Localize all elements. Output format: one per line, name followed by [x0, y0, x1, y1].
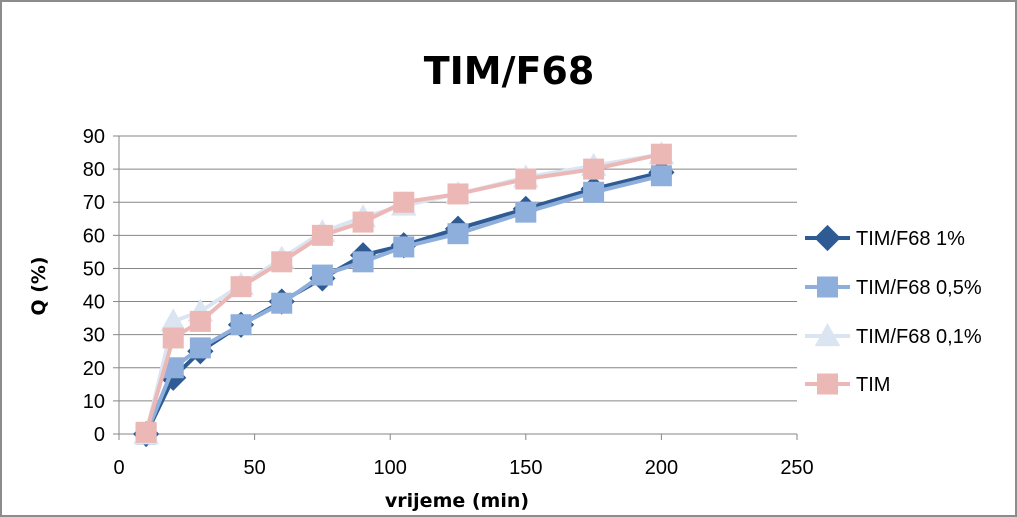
series-2 — [135, 165, 672, 445]
x-tick-label: 50 — [243, 457, 265, 479]
legend-label: TIM — [856, 374, 890, 396]
data-point — [515, 201, 537, 223]
data-point — [583, 181, 605, 203]
y-tick-label: 40 — [83, 292, 105, 314]
chart-title: TIM/F68 — [424, 49, 595, 93]
legend-marker — [817, 373, 838, 395]
data-point — [311, 224, 333, 246]
y-axis-label: Q (%) — [28, 256, 50, 315]
data-point — [650, 165, 672, 187]
y-tick-label: 90 — [83, 126, 105, 148]
x-tick-label: 250 — [780, 457, 813, 479]
data-point — [271, 292, 293, 314]
data-point — [271, 251, 293, 273]
data-point — [583, 158, 605, 180]
legend: TIM/F68 1% TIM/F68 0,5% TIM/F68 0,1% TIM — [805, 224, 982, 396]
data-point — [352, 211, 374, 233]
y-tick-label: 80 — [83, 159, 105, 181]
data-point — [393, 191, 415, 213]
legend-label: TIM/F68 0,5% — [856, 277, 982, 299]
x-tick-label: 0 — [113, 457, 124, 479]
x-tick-label: 100 — [374, 457, 407, 479]
y-tick-label: 50 — [83, 258, 105, 280]
series-4 — [135, 143, 672, 443]
grid-layer — [119, 135, 797, 402]
y-tick-label: 0 — [94, 424, 105, 446]
data-point — [311, 264, 333, 286]
data-point — [352, 251, 374, 273]
data-point — [189, 337, 211, 359]
data-point — [135, 421, 157, 443]
legend-label: TIM/F68 0,1% — [856, 326, 982, 348]
x-tick-label: 200 — [645, 457, 678, 479]
legend-marker — [817, 276, 838, 298]
legend-label: TIM/F68 1% — [856, 228, 965, 250]
data-point — [230, 314, 252, 336]
y-tick-label: 20 — [83, 358, 105, 380]
x-tick-label: 150 — [509, 457, 542, 479]
legend-marker — [814, 322, 841, 347]
data-point — [447, 223, 469, 245]
series-layer — [133, 141, 675, 448]
legend-marker — [814, 224, 841, 252]
data-point — [650, 143, 672, 165]
legend-item-2: TIM/F68 0,5% — [805, 276, 982, 299]
legend-item-3: TIM/F68 0,1% — [805, 322, 982, 348]
data-point — [230, 276, 252, 298]
y-tick-label: 60 — [83, 225, 105, 247]
data-point — [189, 310, 211, 332]
axis-layer: 0 10 20 30 40 50 60 70 80 90 0 50 100 150 200 250 — [83, 126, 814, 479]
y-tick-label: 70 — [83, 192, 105, 214]
legend-item-4: TIM — [805, 373, 890, 396]
data-point — [515, 168, 537, 190]
x-axis-label: vrijeme (min) — [385, 490, 529, 512]
data-point — [393, 236, 415, 258]
y-tick-label: 30 — [83, 325, 105, 347]
y-tick-label: 10 — [83, 391, 105, 413]
data-point — [447, 183, 469, 205]
legend-item-1: TIM/F68 1% — [805, 224, 965, 252]
data-point — [162, 327, 184, 349]
